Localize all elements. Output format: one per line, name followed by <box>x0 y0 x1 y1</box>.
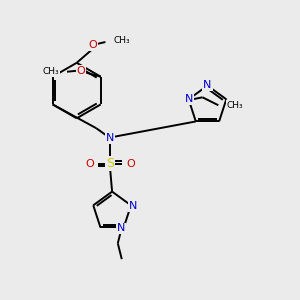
Text: O: O <box>85 159 94 169</box>
Text: CH₃: CH₃ <box>43 67 59 76</box>
Text: N: N <box>129 201 137 211</box>
Text: O: O <box>127 159 135 169</box>
Text: N: N <box>106 133 114 143</box>
Text: O: O <box>88 40 97 50</box>
Text: S: S <box>106 158 114 170</box>
Text: N: N <box>184 94 193 104</box>
Text: O: O <box>76 66 85 76</box>
Text: CH₃: CH₃ <box>226 101 243 110</box>
Text: N: N <box>203 80 212 90</box>
Text: N: N <box>117 224 125 233</box>
Text: CH₃: CH₃ <box>113 35 130 44</box>
